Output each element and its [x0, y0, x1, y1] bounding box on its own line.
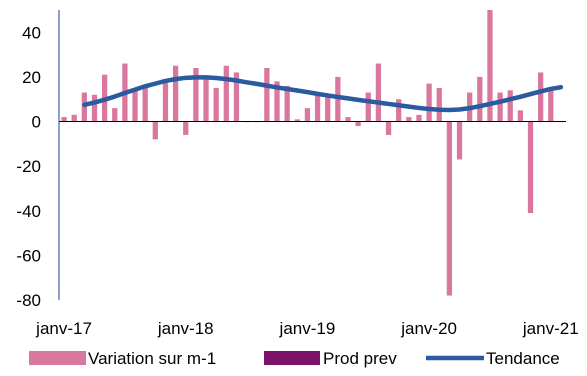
- bar: [386, 122, 391, 135]
- bar: [497, 93, 502, 122]
- y-tick-label: 0: [32, 113, 41, 132]
- y-tick-label: 20: [22, 68, 41, 87]
- bar: [457, 122, 462, 160]
- bar: [508, 90, 513, 121]
- bar: [426, 84, 431, 122]
- bar: [528, 122, 533, 213]
- bar: [315, 95, 320, 122]
- bar: [366, 93, 371, 122]
- x-tick-labels: janv-17 janv-18 janv-19 janv-20 janv-21: [35, 319, 578, 338]
- x-tick-label: janv-19: [279, 319, 336, 338]
- bar: [518, 110, 523, 121]
- x-tick-label: janv-18: [157, 319, 214, 338]
- legend-label-variation: Variation sur m-1: [88, 349, 216, 368]
- bar: [376, 64, 381, 122]
- bars-layer: [61, 10, 563, 296]
- bar: [264, 68, 269, 122]
- bar: [61, 117, 66, 121]
- y-tick-label: -60: [16, 246, 41, 265]
- bar: [325, 97, 330, 122]
- y-tick-label: 40: [22, 23, 41, 42]
- bar: [163, 79, 168, 121]
- bar: [396, 99, 401, 121]
- legend-swatch-variation: [29, 351, 86, 365]
- bar: [203, 79, 208, 121]
- bar: [214, 88, 219, 121]
- x-tick-label: janv-20: [400, 319, 457, 338]
- bar: [92, 95, 97, 122]
- legend-swatch-prod-prev: [264, 351, 320, 365]
- bar: [345, 117, 350, 121]
- y-tick-labels: 40 20 0 -20 -40 -60 -80: [16, 23, 41, 310]
- bar: [153, 122, 158, 140]
- bar: [477, 77, 482, 122]
- legend: Variation sur m-1 Prod prev Tendance: [29, 349, 560, 368]
- bar: [173, 66, 178, 122]
- bar: [437, 88, 442, 121]
- legend-label-prod-prev: Prod prev: [323, 349, 397, 368]
- bar: [447, 122, 452, 296]
- bar: [224, 66, 229, 122]
- bar: [355, 122, 360, 126]
- y-tick-label: -80: [16, 291, 41, 310]
- bar: [416, 115, 421, 122]
- bar: [406, 117, 411, 121]
- bar: [183, 122, 188, 135]
- bar: [72, 115, 77, 122]
- bar: [538, 72, 543, 121]
- bar: [548, 88, 553, 121]
- y-tick-label: -20: [16, 157, 41, 176]
- y-tick-label: -40: [16, 202, 41, 221]
- x-tick-label: janv-17: [35, 319, 92, 338]
- bar: [112, 108, 117, 121]
- bar: [305, 108, 310, 121]
- bar: [132, 90, 137, 121]
- legend-label-tendance: Tendance: [486, 349, 560, 368]
- bar: [143, 86, 148, 122]
- x-tick-label: janv-21: [522, 319, 579, 338]
